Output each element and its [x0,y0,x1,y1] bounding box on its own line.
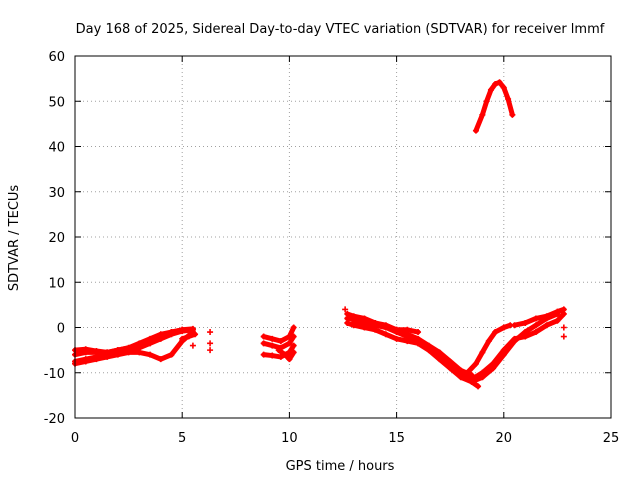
y-tick-label: 40 [48,141,65,156]
data-trace-segment [473,112,485,134]
data-trace-segment [554,306,567,315]
x-tick-label: 10 [281,431,298,446]
y-tick-label: 60 [48,50,65,65]
x-tick-label: 0 [71,431,79,446]
y-tick-label: -10 [44,367,65,382]
data-trace-segment [554,311,567,324]
isolated-data-point [207,340,214,347]
x-axis-label: GPS time / hours [286,459,395,474]
chart-title: Day 168 of 2025, Sidereal Day-to-day VTE… [76,22,605,37]
y-tick-label: 50 [48,95,65,110]
isolated-data-point [207,347,214,354]
data-trace-segment [505,96,515,118]
data-trace-segment [286,349,297,362]
plot-frame [74,55,612,419]
x-tick-label: 15 [388,431,405,446]
data-trace-segment [286,334,297,346]
y-tick-label: -20 [44,412,65,427]
x-tick-label: 25 [603,431,620,446]
x-tick-label: 5 [178,431,186,446]
grid-lines [75,56,611,418]
isolated-data-point [560,324,567,331]
isolated-data-point [558,308,565,315]
x-tick-label: 20 [496,431,513,446]
data-trace-segment [168,327,185,335]
data-trace-segment [501,322,513,330]
y-axis-label: SDTVAR / TECUs [7,185,22,292]
data-trace-segment [186,331,198,340]
y-tick-label: 10 [48,276,65,291]
data-trace-segment [286,325,297,340]
data-trace-segment [404,327,421,335]
data-trace-segment [168,338,185,358]
data-trace-segment [501,336,518,353]
data-trace-segment [490,347,507,367]
y-tick-label: 30 [48,186,65,201]
isolated-data-point [207,329,214,336]
isolated-data-point [189,342,196,349]
isolated-data-point [560,333,567,340]
y-tick-label: 20 [48,231,65,246]
isolated-data-point [342,306,349,313]
tick-labels: 0 5 10 15 20 25 -20 -10 0 10 20 30 40 50 60 [44,50,620,446]
data-layer [72,79,567,390]
data-trace-segment [286,343,297,355]
y-tick-label: 0 [57,322,65,337]
data-trace-segment [490,352,507,371]
